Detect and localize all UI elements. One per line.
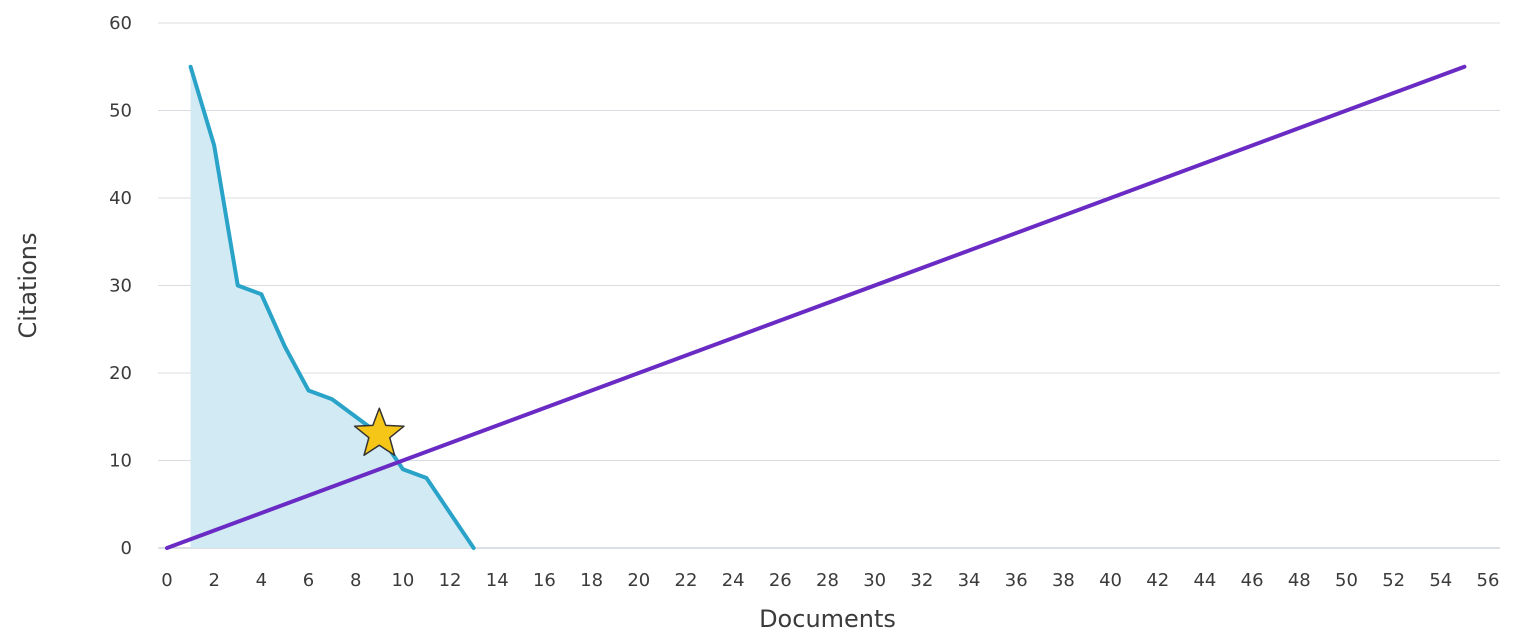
x-tick-label: 0 <box>161 570 172 591</box>
x-tick-label: 16 <box>533 570 556 591</box>
y-tick-label: 60 <box>109 13 132 34</box>
x-tick-label: 28 <box>816 570 839 591</box>
citations-area-fill <box>190 66 474 548</box>
x-tick-label: 22 <box>675 570 698 591</box>
y-axis-ticks: 0 10 20 30 40 50 60 <box>109 13 132 559</box>
x-tick-label: 12 <box>439 570 462 591</box>
x-axis-ticks: 0 2 4 6 8 10 12 14 16 18 20 22 24 26 28 30 32 34 36 38 40 42 4… <box>161 570 1499 591</box>
x-tick-label: 44 <box>1193 570 1216 591</box>
x-tick-label: 50 <box>1335 570 1358 591</box>
x-tick-label: 10 <box>391 570 414 591</box>
x-tick-label: 40 <box>1099 570 1122 591</box>
y-axis-title: Citations <box>14 232 42 338</box>
y-tick-label: 30 <box>109 276 132 297</box>
x-tick-label: 36 <box>1005 570 1028 591</box>
x-tick-label: 32 <box>910 570 933 591</box>
area-layer <box>190 66 474 548</box>
x-tick-label: 48 <box>1288 570 1311 591</box>
x-tick-label: 34 <box>958 570 981 591</box>
y-tick-label: 40 <box>109 188 132 209</box>
x-tick-label: 42 <box>1146 570 1169 591</box>
x-tick-label: 14 <box>486 570 509 591</box>
x-tick-label: 2 <box>208 570 219 591</box>
x-axis-title: Documents <box>759 605 896 633</box>
h-index-diagonal-line <box>165 64 1467 550</box>
x-tick-label: 54 <box>1429 570 1452 591</box>
x-tick-label: 24 <box>722 570 745 591</box>
x-tick-label: 46 <box>1241 570 1264 591</box>
x-tick-label: 18 <box>580 570 603 591</box>
marker-layer <box>353 407 405 457</box>
line-layer <box>165 64 1467 550</box>
x-tick-label: 30 <box>863 570 886 591</box>
y-tick-label: 50 <box>109 101 132 122</box>
x-tick-label: 6 <box>303 570 314 591</box>
x-tick-label: 20 <box>627 570 650 591</box>
h-index-star-marker <box>353 407 405 457</box>
y-tick-label: 10 <box>109 451 132 472</box>
x-tick-label: 56 <box>1477 570 1500 591</box>
x-tick-label: 8 <box>350 570 361 591</box>
x-tick-label: 38 <box>1052 570 1075 591</box>
x-tick-label: 4 <box>256 570 267 591</box>
x-tick-label: 52 <box>1382 570 1405 591</box>
y-tick-label: 20 <box>109 363 132 384</box>
y-tick-label: 0 <box>121 538 132 559</box>
x-tick-label: 26 <box>769 570 792 591</box>
